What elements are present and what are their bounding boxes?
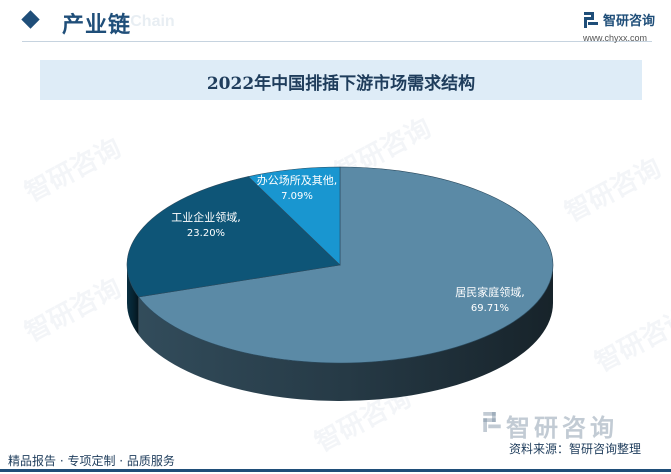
page-title: 产业链 bbox=[62, 13, 132, 38]
brand-logo-icon bbox=[584, 12, 598, 28]
source-note: 资料来源：智研咨询整理 bbox=[509, 442, 642, 456]
pie-slice-1 bbox=[126, 176, 341, 298]
pie-slice-2 bbox=[247, 166, 341, 266]
bottom-brand-logo: 智研咨询 bbox=[506, 414, 618, 442]
header-ghost-text: ial Chain bbox=[108, 13, 175, 30]
pie-side-0 bbox=[138, 265, 554, 402]
chart-title-bar: 2022年中国排插下游市场需求结构 bbox=[40, 60, 642, 100]
slice-value-1: 23.20% bbox=[187, 228, 225, 239]
brand-url: www.chyxx.com bbox=[583, 33, 648, 43]
slice-label-0: 居民家庭领域, bbox=[455, 285, 525, 299]
bottom-logo-icon bbox=[483, 412, 501, 432]
slice-label-1: 工业企业领域, bbox=[171, 210, 241, 224]
slice-value-2: 7.09% bbox=[281, 191, 313, 202]
footer-tagline: 精品报告 · 专项定制 · 品质服务 bbox=[8, 454, 175, 468]
header-divider bbox=[22, 41, 652, 42]
pie-slice-0 bbox=[138, 166, 554, 364]
brand-logo: 智研咨询 www.chyxx.com bbox=[583, 9, 663, 43]
pie-side-1 bbox=[127, 265, 139, 335]
brand-name: 智研咨询 bbox=[603, 14, 656, 29]
slice-label-2: 办公场所及其他, bbox=[257, 173, 338, 187]
footer-bar bbox=[0, 469, 671, 472]
chart-title: 2022年中国排插下游市场需求结构 bbox=[206, 74, 476, 94]
header: ial Chain 产业链 智研咨询 www.chyxx.com bbox=[0, 0, 671, 52]
slice-value-0: 69.71% bbox=[471, 303, 509, 314]
